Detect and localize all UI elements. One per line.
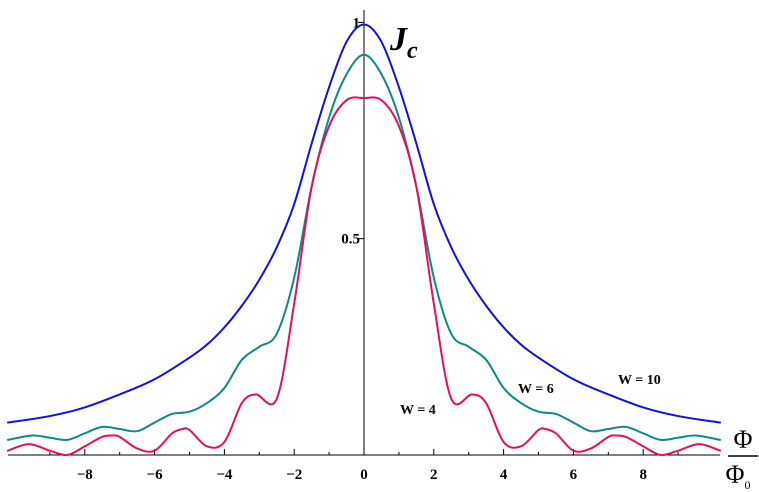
y-tick-label: 1 xyxy=(353,15,361,31)
x-tick-label: 2 xyxy=(430,467,438,483)
series-layer xyxy=(7,23,721,457)
y-axis-title-sub: c xyxy=(407,38,418,64)
series-line-w4 xyxy=(7,96,721,457)
ticks: −8 −6 −4 −2 0 2 4 6 8 0.5 1 xyxy=(49,15,679,483)
svg-text:Φ0: Φ0 xyxy=(725,460,750,492)
x-tick-label: −8 xyxy=(77,467,93,483)
x-tick-label: 6 xyxy=(570,467,578,483)
x-tick-label: −2 xyxy=(286,467,302,483)
series-labels: W = 10 W = 6 W = 4 xyxy=(400,373,661,418)
y-tick-label: 0.5 xyxy=(341,232,360,248)
y-axis-title: Jc xyxy=(389,21,418,64)
x-tick-label: 4 xyxy=(500,467,508,483)
series-line-w10 xyxy=(7,23,721,424)
x-tick-label: −6 xyxy=(147,467,164,483)
x-axis-title: Φ Φ0 xyxy=(725,425,758,492)
x-axis-title-denominator-sub: 0 xyxy=(745,478,751,492)
x-tick-label: −4 xyxy=(216,467,233,483)
x-axis-title-numerator: Φ xyxy=(733,425,752,454)
x-axis-title-denominator: Φ xyxy=(725,460,744,489)
svg-text:Jc: Jc xyxy=(389,21,418,64)
series-label-w4: W = 4 xyxy=(400,403,436,418)
series-label-w6: W = 6 xyxy=(518,382,554,397)
y-axis-title-main: J xyxy=(389,21,408,58)
series-label-w10: W = 10 xyxy=(618,373,661,388)
x-tick-label: 8 xyxy=(639,467,647,483)
series-line-w6 xyxy=(7,53,721,442)
x-tick-label: 0 xyxy=(360,467,368,483)
axes xyxy=(8,10,720,456)
